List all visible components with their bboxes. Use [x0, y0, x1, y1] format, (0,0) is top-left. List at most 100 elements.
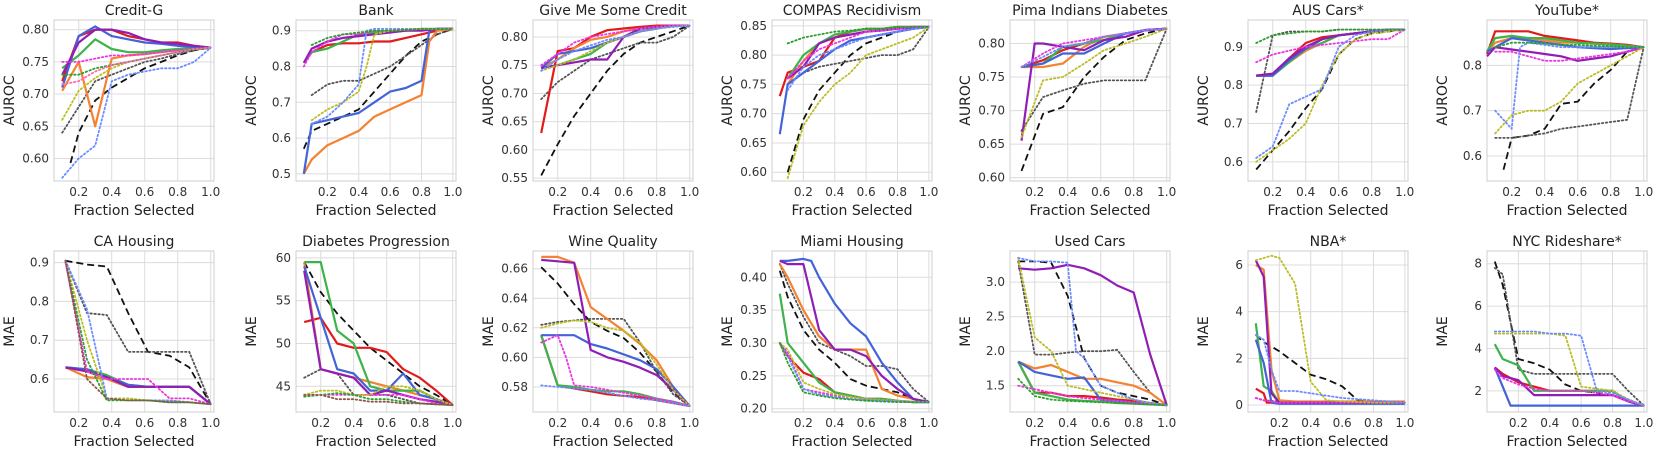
series-line-teal [778, 342, 930, 404]
series-line-darkgray [540, 24, 691, 100]
y-axis-label: MAE [244, 316, 260, 347]
plot-frame [532, 19, 694, 182]
x-tick-label: 0.8 [1364, 416, 1383, 430]
chart-title: NBA* [1310, 234, 1347, 250]
series-line-lightblue [1493, 330, 1645, 407]
y-axis-label: AUROC [1435, 75, 1451, 126]
y-axis-label: MAE [1435, 316, 1451, 347]
chart-title: YouTube* [1534, 3, 1599, 19]
y-tick-label: 0.7 [1463, 104, 1482, 118]
x-tick-label: 0.2 [1270, 416, 1289, 430]
series-line-orange [1017, 360, 1168, 406]
x-tick-label: 0.6 [1091, 416, 1110, 430]
series-line-olive [1254, 254, 1406, 404]
plot-frame [1486, 19, 1648, 182]
chart-title: CA Housing [94, 234, 175, 250]
x-tick-label: 0.4 [349, 185, 368, 199]
chart-panel: 0.60 0.65 0.70 0.75 0.80 0.85 0.2 0.4 0.6 0.8 1.0 C… [720, 3, 938, 219]
series-line-darkgray [1493, 266, 1645, 407]
y-tick-label: 0.80 [22, 23, 49, 37]
y-tick-label: 0.8 [1463, 58, 1482, 72]
x-tick-label: 0.4 [1058, 416, 1077, 430]
y-axis-label: AUROC [958, 75, 974, 126]
series-line-brown [303, 393, 454, 407]
series-line-teal [1494, 41, 1645, 49]
series-line-lightblue [61, 46, 212, 179]
series-line-lightblue [778, 342, 930, 404]
x-tick-label: 0.2 [69, 416, 88, 430]
series-line-teal [786, 26, 930, 45]
x-axis-label: Fraction Selected [1267, 203, 1388, 219]
chart-panel: 1.5 2.0 2.5 3.0 0.2 0.4 0.6 0.8 1.0 Used Cars Frac… [958, 234, 1176, 450]
y-tick-label: 0.70 [501, 86, 528, 100]
series-line-magenta [786, 26, 930, 80]
chart-title: Bank [358, 3, 394, 19]
y-tick-label: 3.0 [986, 275, 1005, 289]
y-tick-label: 0.20 [740, 402, 767, 416]
x-tick-label: 0.2 [311, 416, 330, 430]
chart-panel: 0.60 0.65 0.70 0.75 0.80 0.2 0.4 0.6 0.8 1.0 Credi… [2, 3, 220, 219]
series-line-darkgray [64, 259, 212, 406]
series-line-magenta [1020, 27, 1168, 68]
y-tick-label: 0.80 [501, 30, 528, 44]
y-tick-label: 0.40 [740, 270, 767, 284]
series-line-darkgray [540, 317, 691, 408]
y-tick-label: 0.35 [740, 303, 767, 317]
x-tick-label: 0.2 [1502, 185, 1521, 199]
series-line-lightblue [1255, 28, 1406, 159]
y-tick-label: 0.60 [978, 171, 1005, 185]
x-tick-label: 0.4 [1535, 185, 1554, 199]
x-tick-label: 0.4 [825, 416, 844, 430]
x-tick-label: 0.6 [614, 416, 633, 430]
x-tick-label: 1.0 [919, 185, 938, 199]
series-line-olive [1494, 46, 1645, 135]
x-tick-label: 0.8 [168, 416, 187, 430]
y-tick-label: 4 [1474, 341, 1482, 355]
series-line-black [65, 259, 212, 405]
y-axis-label: MAE [1196, 316, 1212, 347]
x-tick-label: 0.8 [647, 416, 666, 430]
y-tick-label: 2 [1474, 384, 1482, 398]
chart-title: Miami Housing [800, 234, 903, 250]
series-line-purple [61, 28, 211, 76]
series-line-orange [786, 25, 929, 86]
series-line-blue [1486, 36, 1644, 53]
x-tick-label: 0.4 [102, 416, 121, 430]
y-tick-label: 2 [1235, 351, 1243, 365]
y-tick-label: 0.7 [1224, 117, 1243, 131]
chart-panel: 0.6 0.7 0.8 0.9 0.2 0.4 0.6 0.8 1.0 AUS Cars* Frac… [1196, 3, 1414, 219]
y-tick-label: 2.5 [986, 310, 1005, 324]
x-tick-label: 0.6 [1572, 416, 1591, 430]
y-tick-label: 0.8 [1224, 78, 1243, 92]
y-tick-label: 0.70 [22, 87, 49, 101]
x-tick-label: 0.4 [581, 185, 600, 199]
x-tick-label: 0.6 [135, 416, 154, 430]
x-tick-label: 1.0 [680, 185, 699, 199]
y-tick-label: 0.75 [501, 58, 528, 72]
y-axis-label: MAE [958, 316, 974, 347]
y-tick-label: 0.7 [30, 333, 49, 347]
x-tick-label: 0.6 [1333, 416, 1352, 430]
y-axis-label: AUROC [1196, 75, 1212, 126]
series-line-blue [302, 27, 453, 174]
y-tick-label: 0.30 [740, 336, 767, 350]
series-line-magenta [64, 261, 212, 406]
x-axis-label: Fraction Selected [315, 203, 436, 219]
series-line-black [1502, 46, 1644, 170]
series-line-magenta [1255, 28, 1406, 64]
series-line-darkgray [778, 263, 930, 404]
series-line-darkgray [1017, 260, 1168, 407]
y-tick-label: 4 [1235, 305, 1243, 319]
series-line-black [778, 270, 930, 403]
x-axis-label: Fraction Selected [73, 434, 194, 450]
y-axis-label: AUROC [720, 75, 736, 126]
series-line-green [1254, 323, 1405, 404]
x-tick-label: 0.4 [1296, 185, 1315, 199]
series-line-olive [1255, 28, 1406, 163]
x-tick-label: 0.2 [318, 185, 337, 199]
series-line-green [61, 38, 211, 70]
y-tick-label: 0.8 [272, 60, 291, 74]
chart-title: Give Me Some Credit [539, 3, 687, 19]
y-tick-label: 0.60 [740, 165, 767, 179]
